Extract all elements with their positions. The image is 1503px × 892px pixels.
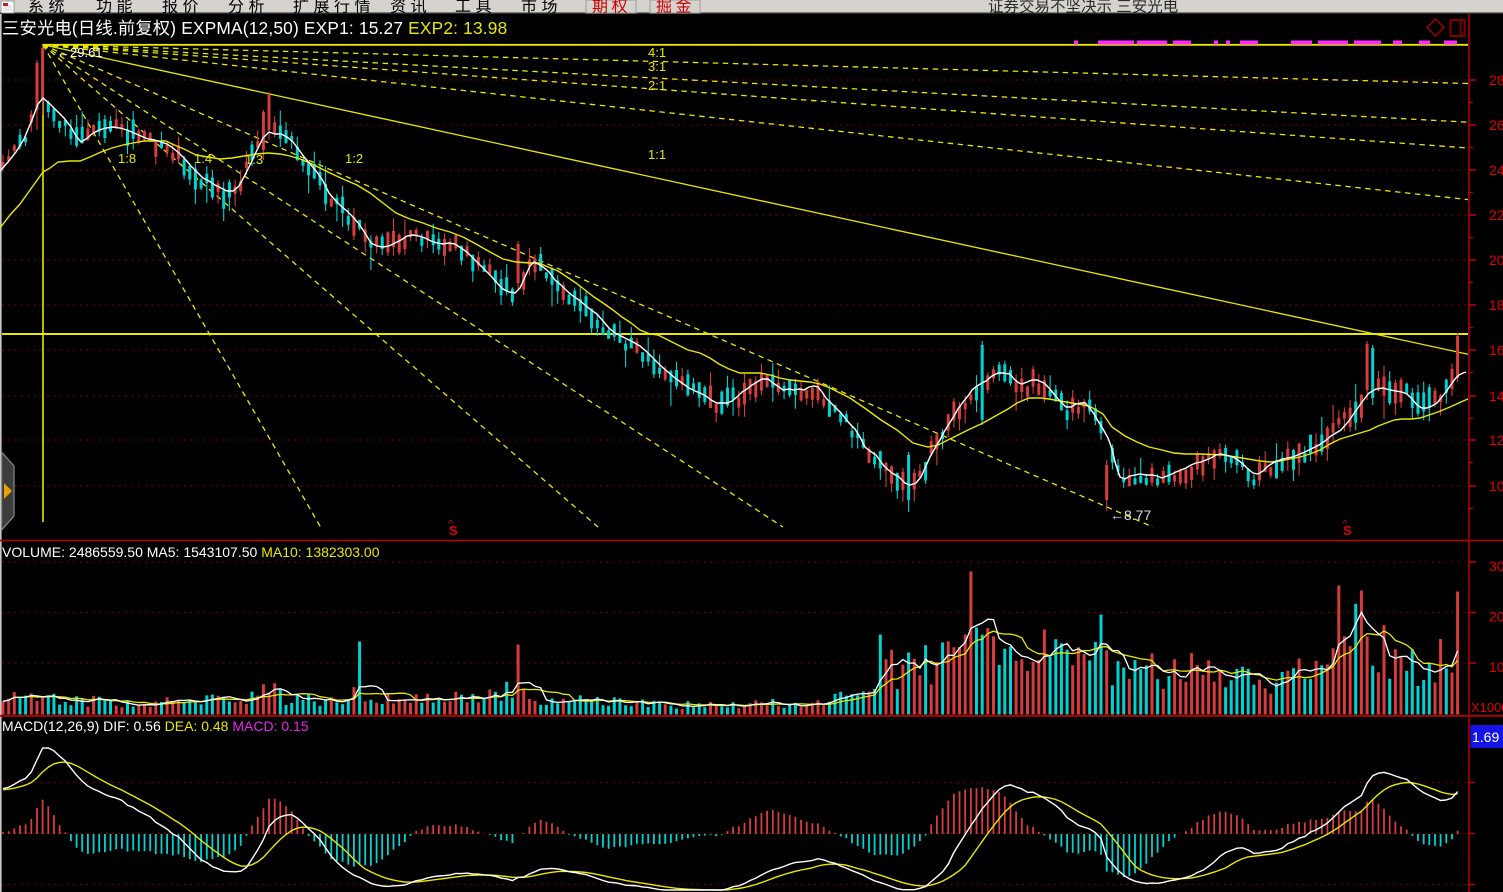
svg-text:2:1: 2:1 — [648, 78, 666, 93]
svg-text:←29.61: ←29.61 — [57, 45, 103, 60]
svg-text:←8.77: ←8.77 — [1110, 507, 1151, 523]
svg-text:18: 18 — [1489, 297, 1503, 313]
svg-text:工具: 工具 — [455, 0, 496, 16]
svg-text:报价: 报价 — [162, 0, 203, 16]
svg-text:26: 26 — [1489, 117, 1503, 133]
svg-text:20: 20 — [1489, 609, 1503, 625]
svg-text:^: ^ — [449, 519, 454, 530]
svg-text:MACD(12,26,9) DIF: 0.56 DEA:: MACD(12,26,9) DIF: 0.56 DEA: 0.48 MACD: … — [2, 718, 309, 734]
svg-text:1.69: 1.69 — [1472, 729, 1499, 745]
svg-text:10: 10 — [1489, 478, 1503, 494]
svg-text:1:8: 1:8 — [118, 151, 136, 166]
svg-text:功能: 功能 — [96, 0, 137, 16]
svg-text:资讯: 资讯 — [390, 0, 431, 16]
svg-text:10: 10 — [1489, 659, 1503, 675]
svg-text:三安光电(日线.前复权) EXPMA(12,50) EXP: 三安光电(日线.前复权) EXPMA(12,50) EXP1: 15.27 EX… — [2, 18, 507, 38]
svg-text:掘金: 掘金 — [656, 0, 695, 16]
svg-text:12: 12 — [1489, 432, 1503, 448]
svg-text:S: S — [1343, 523, 1352, 538]
svg-text:S: S — [449, 523, 458, 538]
svg-text:证券交易不坚决示 三安光电: 证券交易不坚决示 三安光电 — [988, 0, 1178, 16]
svg-text:^: ^ — [1343, 519, 1348, 530]
svg-text:1:1: 1:1 — [648, 147, 666, 162]
svg-text:系统: 系统 — [28, 0, 69, 16]
svg-text:4:1: 4:1 — [648, 45, 666, 60]
svg-text:14: 14 — [1489, 388, 1503, 404]
svg-text:30: 30 — [1489, 558, 1503, 574]
svg-text:X10000: X10000 — [1471, 700, 1503, 715]
svg-text:20: 20 — [1489, 252, 1503, 268]
svg-text:1:2: 1:2 — [345, 151, 363, 166]
svg-text:分析: 分析 — [228, 0, 269, 16]
svg-text:市场: 市场 — [521, 0, 562, 16]
svg-text:期权: 期权 — [592, 0, 631, 16]
svg-text:28: 28 — [1489, 72, 1503, 88]
svg-text:3:1: 3:1 — [648, 59, 666, 74]
svg-text:扩展行情: 扩展行情 — [293, 0, 375, 16]
svg-text:24: 24 — [1489, 162, 1503, 178]
svg-text:1:4: 1:4 — [194, 151, 212, 166]
svg-text:VOLUME: 2486559.50 MA5: 15431: VOLUME: 2486559.50 MA5: 1543107.50 MA10:… — [2, 544, 380, 560]
svg-text:16: 16 — [1489, 342, 1503, 358]
svg-text:22: 22 — [1489, 207, 1503, 223]
